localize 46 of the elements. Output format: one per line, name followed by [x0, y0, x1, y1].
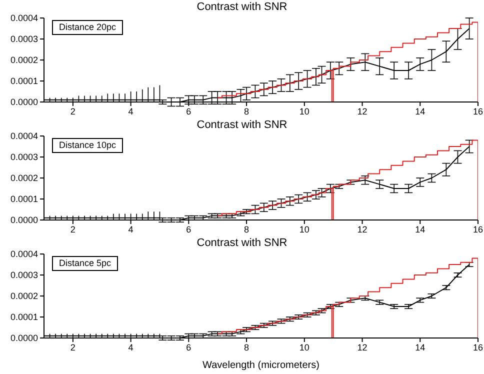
x-tick-label: 6 — [186, 342, 192, 352]
x-tick-label: 2 — [70, 106, 76, 116]
x-tick-label: 12 — [357, 224, 368, 234]
y-tick-label: 0.0002 — [10, 291, 38, 302]
chart-title: Contrast with SNR — [196, 118, 288, 132]
x-tick-label: 12 — [357, 342, 368, 352]
y-tick-label: 0.0000 — [10, 215, 38, 226]
y-tick-label: 0.0003 — [10, 270, 38, 280]
x-tick-label: 16 — [472, 342, 484, 352]
x-tick-label: 16 — [472, 106, 484, 116]
y-tick-label: 0.0002 — [10, 55, 38, 66]
y-tick-label: 0.0001 — [10, 194, 38, 204]
y-tick-label: 0.0002 — [10, 173, 38, 184]
x-tick-label: 16 — [472, 224, 484, 234]
x-tick-label: 8 — [244, 224, 250, 234]
x-tick-label: 2 — [70, 224, 76, 234]
y-tick-label: 0.0003 — [10, 152, 38, 162]
chart-title: Contrast with SNR — [196, 236, 288, 250]
y-tick-label: 0.0000 — [10, 97, 38, 108]
y-tick-label: 0.0004 — [10, 131, 38, 142]
x-tick-label: 14 — [415, 224, 426, 234]
y-tick-label: 0.0003 — [10, 34, 38, 44]
x-tick-label: 4 — [128, 224, 134, 234]
x-tick-label: 14 — [415, 106, 426, 116]
x-tick-label: 6 — [186, 224, 192, 234]
x-tick-label: 8 — [244, 106, 250, 116]
x-tick-label: 10 — [299, 106, 310, 116]
y-tick-label: 0.0001 — [10, 312, 38, 322]
x-tick-label: 14 — [415, 342, 426, 352]
y-tick-label: 0.0004 — [10, 13, 38, 24]
annotation: Distance 20pc — [52, 20, 124, 35]
y-tick-label: 0.0004 — [10, 249, 38, 260]
y-tick-label: 0.0000 — [10, 333, 38, 344]
x-tick-label: 6 — [186, 106, 192, 116]
x-tick-label: 2 — [70, 342, 76, 352]
annotation: Distance 10pc — [52, 138, 124, 153]
x-tick-label: 12 — [357, 106, 368, 116]
x-tick-label: 8 — [244, 342, 250, 352]
x-tick-label: 4 — [128, 106, 134, 116]
x-tick-label: 10 — [299, 224, 310, 234]
x-axis-title: Wavelength (micrometers) — [202, 360, 320, 371]
y-tick-label: 0.0001 — [10, 76, 38, 86]
x-tick-label: 10 — [299, 342, 310, 352]
annotation: Distance 5pc — [52, 256, 118, 271]
chart-title: Contrast with SNR — [196, 0, 288, 14]
x-tick-label: 4 — [128, 342, 134, 352]
